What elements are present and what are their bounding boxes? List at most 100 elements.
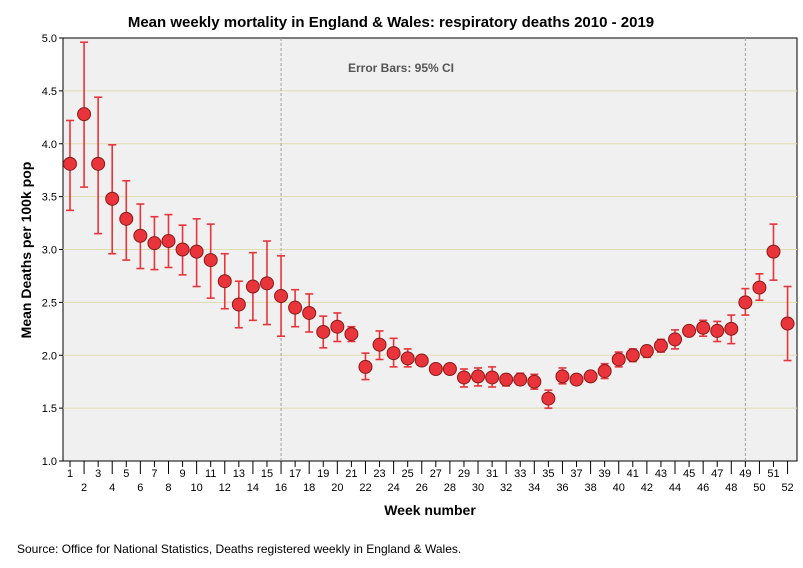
x-tick-label: 22 — [359, 482, 371, 494]
x-tick-label: 31 — [486, 468, 498, 480]
data-point-group — [456, 368, 471, 388]
data-point — [161, 234, 176, 249]
x-tick-label: 13 — [233, 468, 245, 480]
data-point — [499, 372, 514, 387]
data-point — [738, 295, 753, 310]
x-tick-label: 9 — [179, 468, 185, 480]
data-point — [105, 191, 120, 206]
x-tick-label: 37 — [570, 468, 582, 480]
x-tick-label: 32 — [500, 482, 512, 494]
chart-title: Mean weekly mortality in England & Wales… — [128, 14, 654, 31]
y-tick-label: 3.5 — [42, 192, 57, 204]
x-tick-label: 19 — [317, 468, 329, 480]
data-point-group — [569, 372, 584, 387]
x-tick-label: 47 — [711, 468, 723, 480]
x-tick-label: 30 — [472, 482, 484, 494]
data-point — [625, 348, 640, 363]
data-point — [414, 353, 429, 368]
x-tick-label: 24 — [387, 482, 399, 494]
x-tick-label: 2 — [81, 482, 87, 494]
data-point-group — [639, 344, 654, 359]
data-point-group — [555, 367, 570, 385]
data-point-group — [259, 240, 274, 326]
y-tick-label: 2.5 — [42, 297, 57, 309]
x-axis-label: Week number — [384, 502, 476, 518]
x-tick-label: 15 — [261, 468, 273, 480]
data-point-group — [541, 389, 556, 409]
data-point-group — [653, 338, 668, 353]
data-point-group — [63, 119, 77, 212]
data-point-group — [175, 224, 190, 276]
data-point-group — [485, 366, 500, 388]
x-tick-label: 39 — [599, 468, 611, 480]
data-point-group — [386, 337, 401, 368]
x-tick-label: 20 — [331, 482, 343, 494]
x-tick-label: 7 — [151, 468, 157, 480]
data-point-group — [400, 348, 415, 368]
y-tick-label: 2.0 — [42, 350, 57, 362]
x-tick-label: 27 — [430, 468, 442, 480]
data-point-group — [710, 320, 725, 343]
data-point — [668, 332, 683, 347]
x-tick-label: 35 — [542, 468, 554, 480]
data-point — [456, 370, 471, 385]
source-note: Source: Office for National Statistics, … — [17, 542, 461, 556]
x-tick-label: 52 — [781, 482, 793, 494]
data-point-group — [668, 329, 683, 350]
data-point-group — [91, 96, 106, 235]
data-point-group — [316, 315, 331, 349]
x-tick-label: 4 — [109, 482, 115, 494]
data-point-group — [752, 273, 767, 302]
x-tick-label: 18 — [303, 482, 315, 494]
data-point — [597, 364, 612, 379]
data-point — [583, 369, 598, 384]
data-point-group — [245, 251, 260, 322]
x-tick-label: 44 — [669, 482, 681, 494]
data-point — [400, 351, 415, 366]
data-point — [175, 242, 190, 257]
x-tick-label: 16 — [275, 482, 287, 494]
data-point-group — [231, 280, 246, 329]
data-point — [527, 374, 542, 389]
data-point — [710, 323, 725, 338]
y-tick-label: 3.0 — [42, 245, 57, 257]
data-point — [724, 321, 739, 336]
x-tick-label: 33 — [514, 468, 526, 480]
data-point — [611, 352, 626, 367]
data-point — [471, 369, 486, 384]
x-tick-label: 12 — [219, 482, 231, 494]
data-point — [569, 372, 584, 387]
x-tick-label: 49 — [739, 468, 751, 480]
data-point — [555, 369, 570, 384]
data-point-group — [442, 361, 457, 376]
data-point — [639, 344, 654, 359]
data-point-group — [288, 288, 303, 328]
data-point-group — [147, 215, 162, 271]
x-tick-label: 34 — [528, 482, 540, 494]
x-tick-label: 51 — [767, 468, 779, 480]
data-point-group — [119, 179, 134, 261]
y-tick-label: 1.5 — [42, 403, 57, 415]
x-tick-label: 38 — [584, 482, 596, 494]
data-point-group — [597, 362, 612, 380]
data-point-group — [428, 361, 443, 376]
data-point — [372, 337, 387, 352]
data-point — [541, 391, 556, 406]
data-point — [485, 370, 500, 385]
y-tick-label: 5.0 — [42, 33, 57, 45]
data-point — [119, 211, 134, 226]
x-tick-label: 45 — [683, 468, 695, 480]
data-point — [780, 316, 795, 331]
x-tick-label: 8 — [165, 482, 171, 494]
data-point — [766, 244, 781, 259]
data-point — [513, 372, 528, 387]
data-point — [77, 107, 92, 122]
x-tick-label: 25 — [402, 468, 414, 480]
data-point — [203, 253, 218, 268]
data-point-group — [77, 41, 92, 188]
data-point-group — [682, 323, 697, 338]
data-point-group — [203, 223, 218, 299]
data-point-group — [611, 351, 626, 368]
data-point — [358, 359, 373, 374]
